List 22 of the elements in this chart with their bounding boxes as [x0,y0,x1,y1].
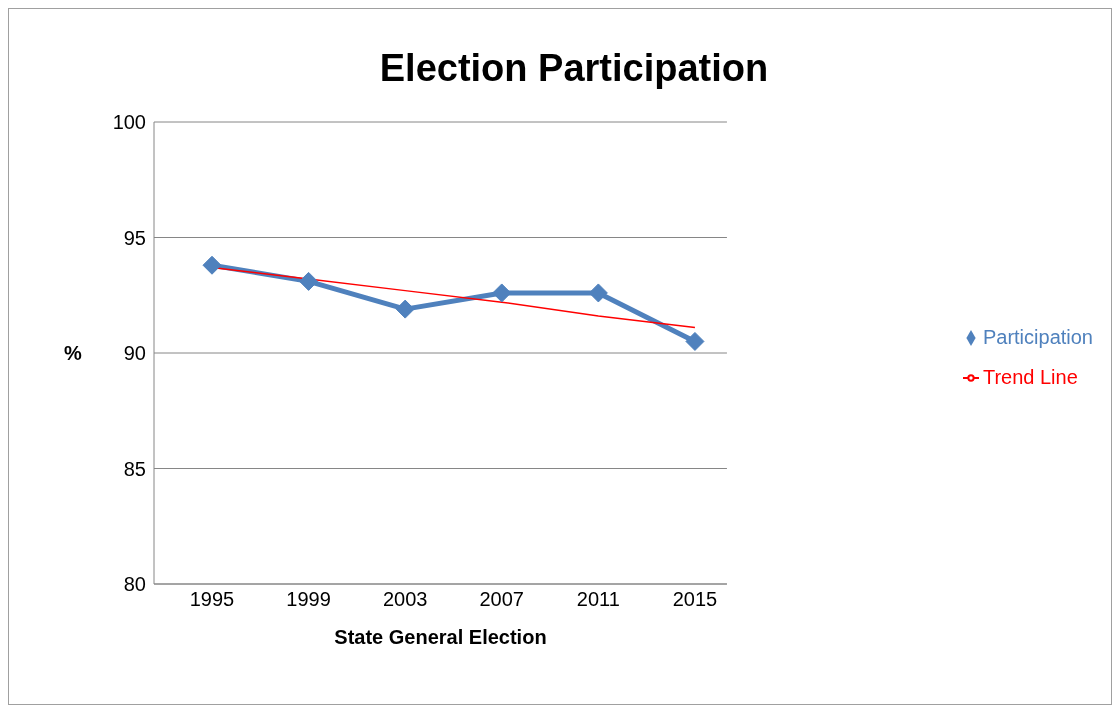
point [299,271,319,291]
x-tick-label: 1995 [189,588,235,611]
legend-label: Trend Line [982,365,1078,388]
y-tick-label: 95 [123,226,146,249]
point [395,299,415,319]
x-tick-label: 2011 [576,588,620,611]
y-tick-label: 100 [112,111,146,134]
x-tick-label: 2003 [382,588,428,611]
y-tick-label: 90 [123,342,146,365]
x-tick-label: 1999 [286,588,331,611]
x-tick-label: 2007 [479,588,525,611]
point [588,283,608,303]
point [685,331,705,351]
y-tick-label: 85 [123,457,146,480]
chart-title: Election Participation [378,47,770,90]
legend-label: Participation [982,325,1093,348]
point [202,255,222,275]
x-axis-title: State General Election [334,626,547,648]
y-axis-title: % [64,342,82,365]
y-tick-label: 80 [123,573,146,596]
point [492,283,512,303]
x-tick-label: 2015 [672,588,718,611]
